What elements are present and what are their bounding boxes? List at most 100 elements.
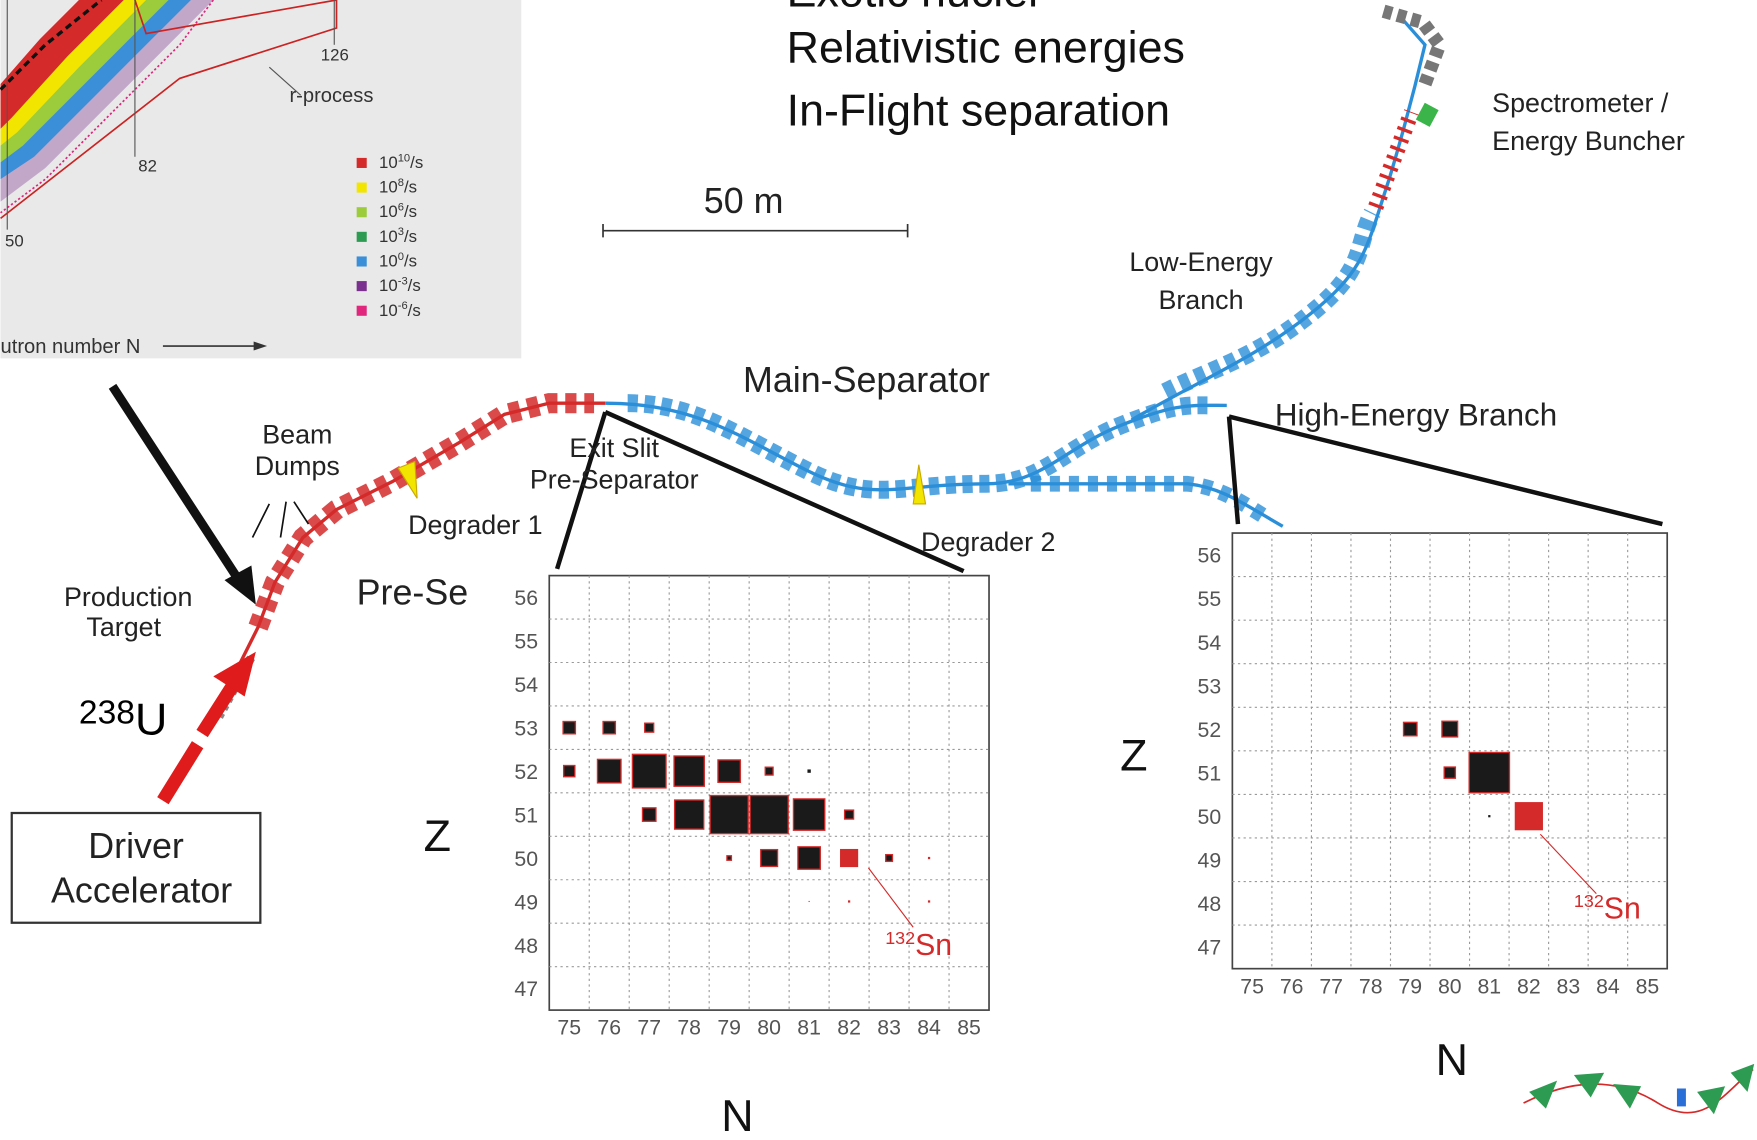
- yield-square: [797, 846, 821, 870]
- exponent: 3: [398, 226, 404, 238]
- x-axis-label: N: [1436, 1035, 1468, 1085]
- label: Target: [86, 612, 161, 642]
- unit: /s: [404, 178, 417, 197]
- y-axis-label: Z: [424, 811, 451, 861]
- base: 10: [379, 202, 398, 221]
- unit: /s: [404, 202, 417, 221]
- x-tick-label: 81: [797, 1016, 821, 1040]
- x-axis-label: N: [721, 1091, 753, 1140]
- unit: /s: [404, 227, 417, 246]
- yield-square: [562, 720, 577, 735]
- band-yellow: [0, 0, 147, 146]
- leader-line: [1539, 833, 1597, 895]
- label: Pre-Se: [357, 573, 469, 613]
- yield-square: [1468, 751, 1511, 794]
- yield-square: [726, 855, 733, 861]
- unit: /s: [408, 276, 421, 295]
- label: Pre-Separator: [530, 464, 699, 494]
- legend-label: 1010/s: [379, 152, 423, 172]
- yield-square: [631, 753, 667, 789]
- label: High-Energy Branch: [1275, 398, 1557, 433]
- beam-label: 238U: [79, 694, 167, 744]
- magnets: [627, 394, 1210, 499]
- buncher: [1368, 109, 1419, 210]
- headline: Relativistic energies: [787, 23, 1185, 73]
- x-tick-label: 83: [1557, 974, 1581, 998]
- element: Sn: [1604, 892, 1641, 925]
- y-tick-label: 53: [1198, 674, 1222, 698]
- y-tick-label: 47: [514, 977, 538, 1001]
- r-process-label: r-process: [289, 85, 373, 107]
- scale-bar-label: 50 m: [704, 181, 784, 221]
- leader-line: [867, 867, 914, 928]
- magic-number: 50: [5, 231, 24, 250]
- base: 10: [379, 153, 398, 172]
- yield-square: [641, 807, 657, 822]
- y-tick-label: 47: [1198, 936, 1222, 960]
- y-tick-label: 49: [514, 890, 538, 914]
- drip-line: [0, 0, 214, 214]
- arrow-head: [224, 565, 256, 605]
- base: 10: [379, 301, 398, 320]
- x-tick-label: 84: [917, 1016, 941, 1040]
- x-tick-label: 84: [1596, 974, 1620, 998]
- magnets: [1161, 208, 1381, 400]
- headline: In-Flight separation: [787, 85, 1170, 135]
- band-outer: [0, 0, 214, 202]
- x-tick-label: 79: [717, 1016, 741, 1040]
- yield-square: [792, 798, 826, 831]
- yield-square: [764, 766, 774, 776]
- magnets: [1030, 475, 1270, 525]
- exponent: 0: [398, 251, 404, 263]
- x-tick-label: 76: [597, 1016, 621, 1040]
- yield-square: [808, 900, 810, 903]
- x-tick-label: 78: [1359, 974, 1383, 998]
- r-process-path: [0, 0, 338, 220]
- degrader: [912, 464, 927, 505]
- yield-square: [927, 856, 931, 860]
- mass-number: 132: [1574, 891, 1604, 911]
- arrow-head: [213, 651, 256, 697]
- y-tick-label: 52: [514, 760, 538, 784]
- yield-square: [843, 809, 855, 820]
- yield-square: [562, 764, 576, 778]
- yield-square: [596, 758, 622, 784]
- x-tick-label: 83: [877, 1016, 901, 1040]
- legend-label: 106/s: [379, 202, 417, 222]
- icon-magnet: [1573, 1072, 1605, 1098]
- x-tick-label: 85: [957, 1016, 981, 1040]
- exponent: 8: [398, 177, 404, 189]
- zoom-line: [554, 410, 1663, 574]
- unit: /s: [404, 252, 417, 271]
- inset-axis-label: utron number N: [1, 336, 141, 358]
- exponent: 6: [398, 202, 404, 214]
- legend-swatch: [356, 305, 367, 316]
- magic-number: 82: [138, 156, 157, 175]
- y-tick-label: 50: [514, 847, 538, 871]
- driver-box: [10, 811, 262, 924]
- legend-swatch: [356, 207, 367, 218]
- base: 10: [379, 252, 398, 271]
- label: Accelerator: [51, 871, 232, 911]
- scale-bar: [602, 223, 909, 238]
- exponent: 10: [398, 152, 410, 164]
- yield-square: [847, 900, 851, 903]
- y-tick-label: 55: [1198, 587, 1222, 611]
- magic-number: 126: [321, 45, 349, 64]
- legend-label: 108/s: [379, 177, 417, 197]
- arrow: [108, 383, 244, 585]
- yield-panel: 75 76 77 78 79 80 81 82 83 84 85 56 55 54 53 52 51 50 49 48…: [424, 574, 990, 1140]
- y-tick-label: 50: [1198, 805, 1222, 829]
- x-tick-label: 77: [637, 1016, 661, 1040]
- icon-line: [1523, 1068, 1754, 1114]
- label: Low-Energy: [1129, 247, 1273, 277]
- y-tick-label: 55: [514, 630, 538, 654]
- spectrometer: [1381, 4, 1448, 87]
- yield-square: [673, 755, 705, 787]
- headline: Exotic nuclei: [787, 0, 1038, 17]
- element: Sn: [915, 929, 952, 962]
- yield-square: [1514, 802, 1543, 831]
- icon-magnet: [1613, 1084, 1642, 1109]
- y-tick-label: 52: [1198, 718, 1222, 742]
